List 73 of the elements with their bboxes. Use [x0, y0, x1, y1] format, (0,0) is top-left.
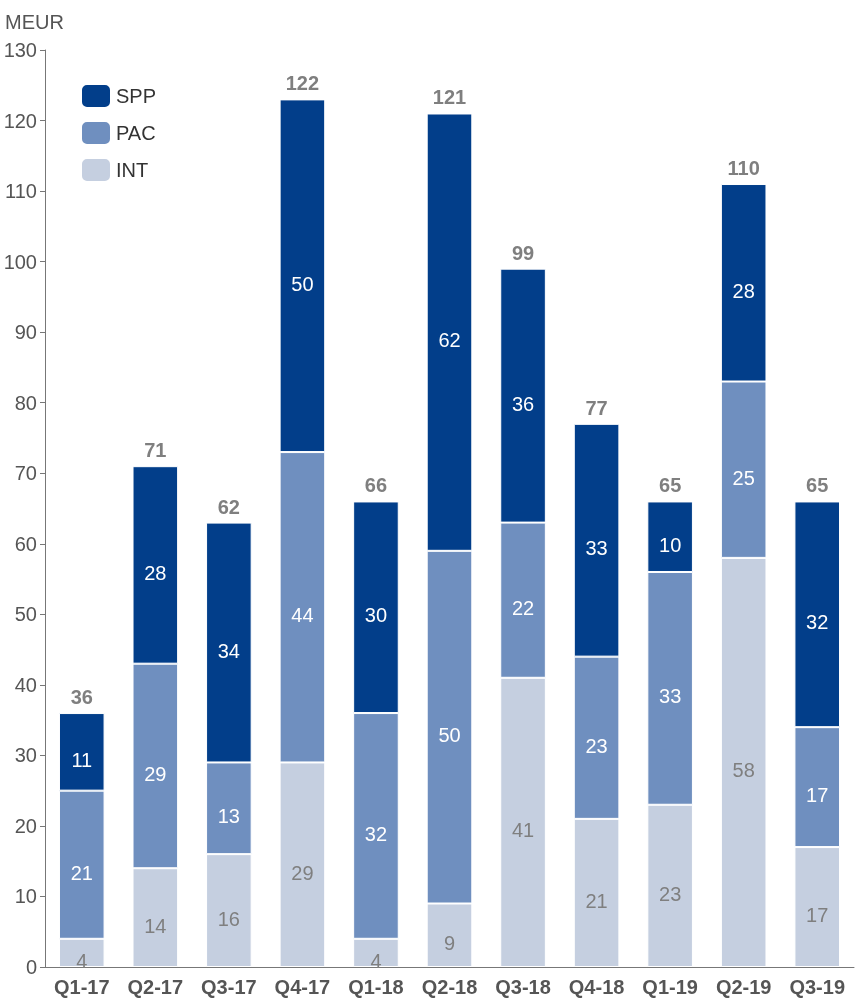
data-label: 50: [438, 724, 461, 747]
y-tick-label: 100: [3, 250, 37, 273]
total-label: 77: [585, 396, 608, 419]
data-label: 41: [511, 819, 535, 842]
data-label: 28: [144, 561, 167, 584]
data-label: 10: [659, 533, 682, 556]
y-axis-title: MEUR: [5, 11, 64, 33]
y-tick-label: 110: [5, 180, 37, 203]
data-label: 62: [438, 329, 461, 352]
total-label: 122: [285, 72, 320, 95]
legend-label: PAC: [116, 122, 156, 144]
total-label: 110: [727, 157, 760, 180]
y-tick-label: 0: [25, 956, 37, 978]
y-tick-label: 10: [14, 885, 37, 908]
data-label: 29: [291, 861, 314, 884]
x-tick-label: Q4-18: [568, 976, 625, 998]
y-tick-label: 20: [14, 814, 37, 837]
y-tick-label: 30: [14, 744, 37, 767]
total-label: 36: [70, 686, 93, 709]
y-tick-label: 80: [14, 391, 37, 414]
data-label: 23: [585, 734, 608, 757]
x-tick-label: Q3-19: [789, 976, 846, 998]
total-label: 62: [217, 495, 240, 518]
x-tick-label: Q2-18: [421, 976, 478, 998]
data-label: 32: [364, 822, 388, 845]
data-label: 25: [732, 466, 755, 489]
x-tick-label: Q2-17: [127, 976, 184, 998]
data-label: 21: [70, 861, 93, 884]
data-label: 4: [76, 949, 88, 972]
data-label: 28: [732, 279, 755, 302]
y-tick-label: 90: [14, 321, 37, 344]
y-tick-label: 50: [14, 603, 37, 626]
data-label: 34: [217, 639, 240, 662]
data-label: 9: [443, 932, 456, 955]
data-label: 23: [659, 882, 682, 905]
total-label: 99: [511, 241, 535, 264]
data-label: 21: [585, 889, 608, 912]
x-tick-label: Q4-17: [274, 976, 331, 998]
x-tick-label: Q3-18: [495, 976, 551, 998]
total-label: 121: [432, 86, 467, 109]
data-label: 36: [511, 392, 535, 415]
data-label: 22: [511, 597, 535, 620]
total-label: 65: [806, 474, 829, 497]
x-tick-label: Q1-17: [53, 976, 110, 998]
legend-label: INT: [116, 159, 149, 181]
x-tick-label: Q2-19: [715, 976, 772, 998]
data-label: 33: [659, 685, 682, 708]
data-label: 17: [806, 904, 829, 927]
data-label: 16: [217, 907, 240, 930]
y-tick-label: 40: [14, 673, 37, 696]
data-label: 11: [71, 748, 93, 771]
data-label: 50: [291, 272, 314, 295]
data-label: 44: [291, 604, 314, 627]
y-tick-label: 70: [14, 462, 37, 485]
y-tick-label: 120: [3, 109, 37, 132]
data-label: 30: [364, 604, 388, 627]
data-label: 13: [217, 805, 240, 828]
legend-label: SPP: [116, 85, 157, 107]
x-tick-label: Q1-19: [642, 976, 698, 998]
total-label: 66: [364, 474, 388, 497]
total-label: 71: [144, 439, 167, 462]
data-label: 29: [144, 762, 167, 785]
data-label: 58: [732, 759, 755, 782]
y-tick-label: 130: [3, 39, 37, 61]
total-label: 65: [659, 474, 682, 497]
x-tick-label: Q3-17: [201, 976, 257, 998]
y-tick-label: 60: [14, 532, 37, 555]
data-label: 4: [370, 949, 382, 972]
data-label: 17: [806, 784, 829, 807]
data-label: 33: [585, 537, 608, 560]
data-label: 32: [806, 611, 829, 634]
x-tick-label: Q1-18: [348, 976, 404, 998]
data-label: 14: [144, 914, 167, 937]
